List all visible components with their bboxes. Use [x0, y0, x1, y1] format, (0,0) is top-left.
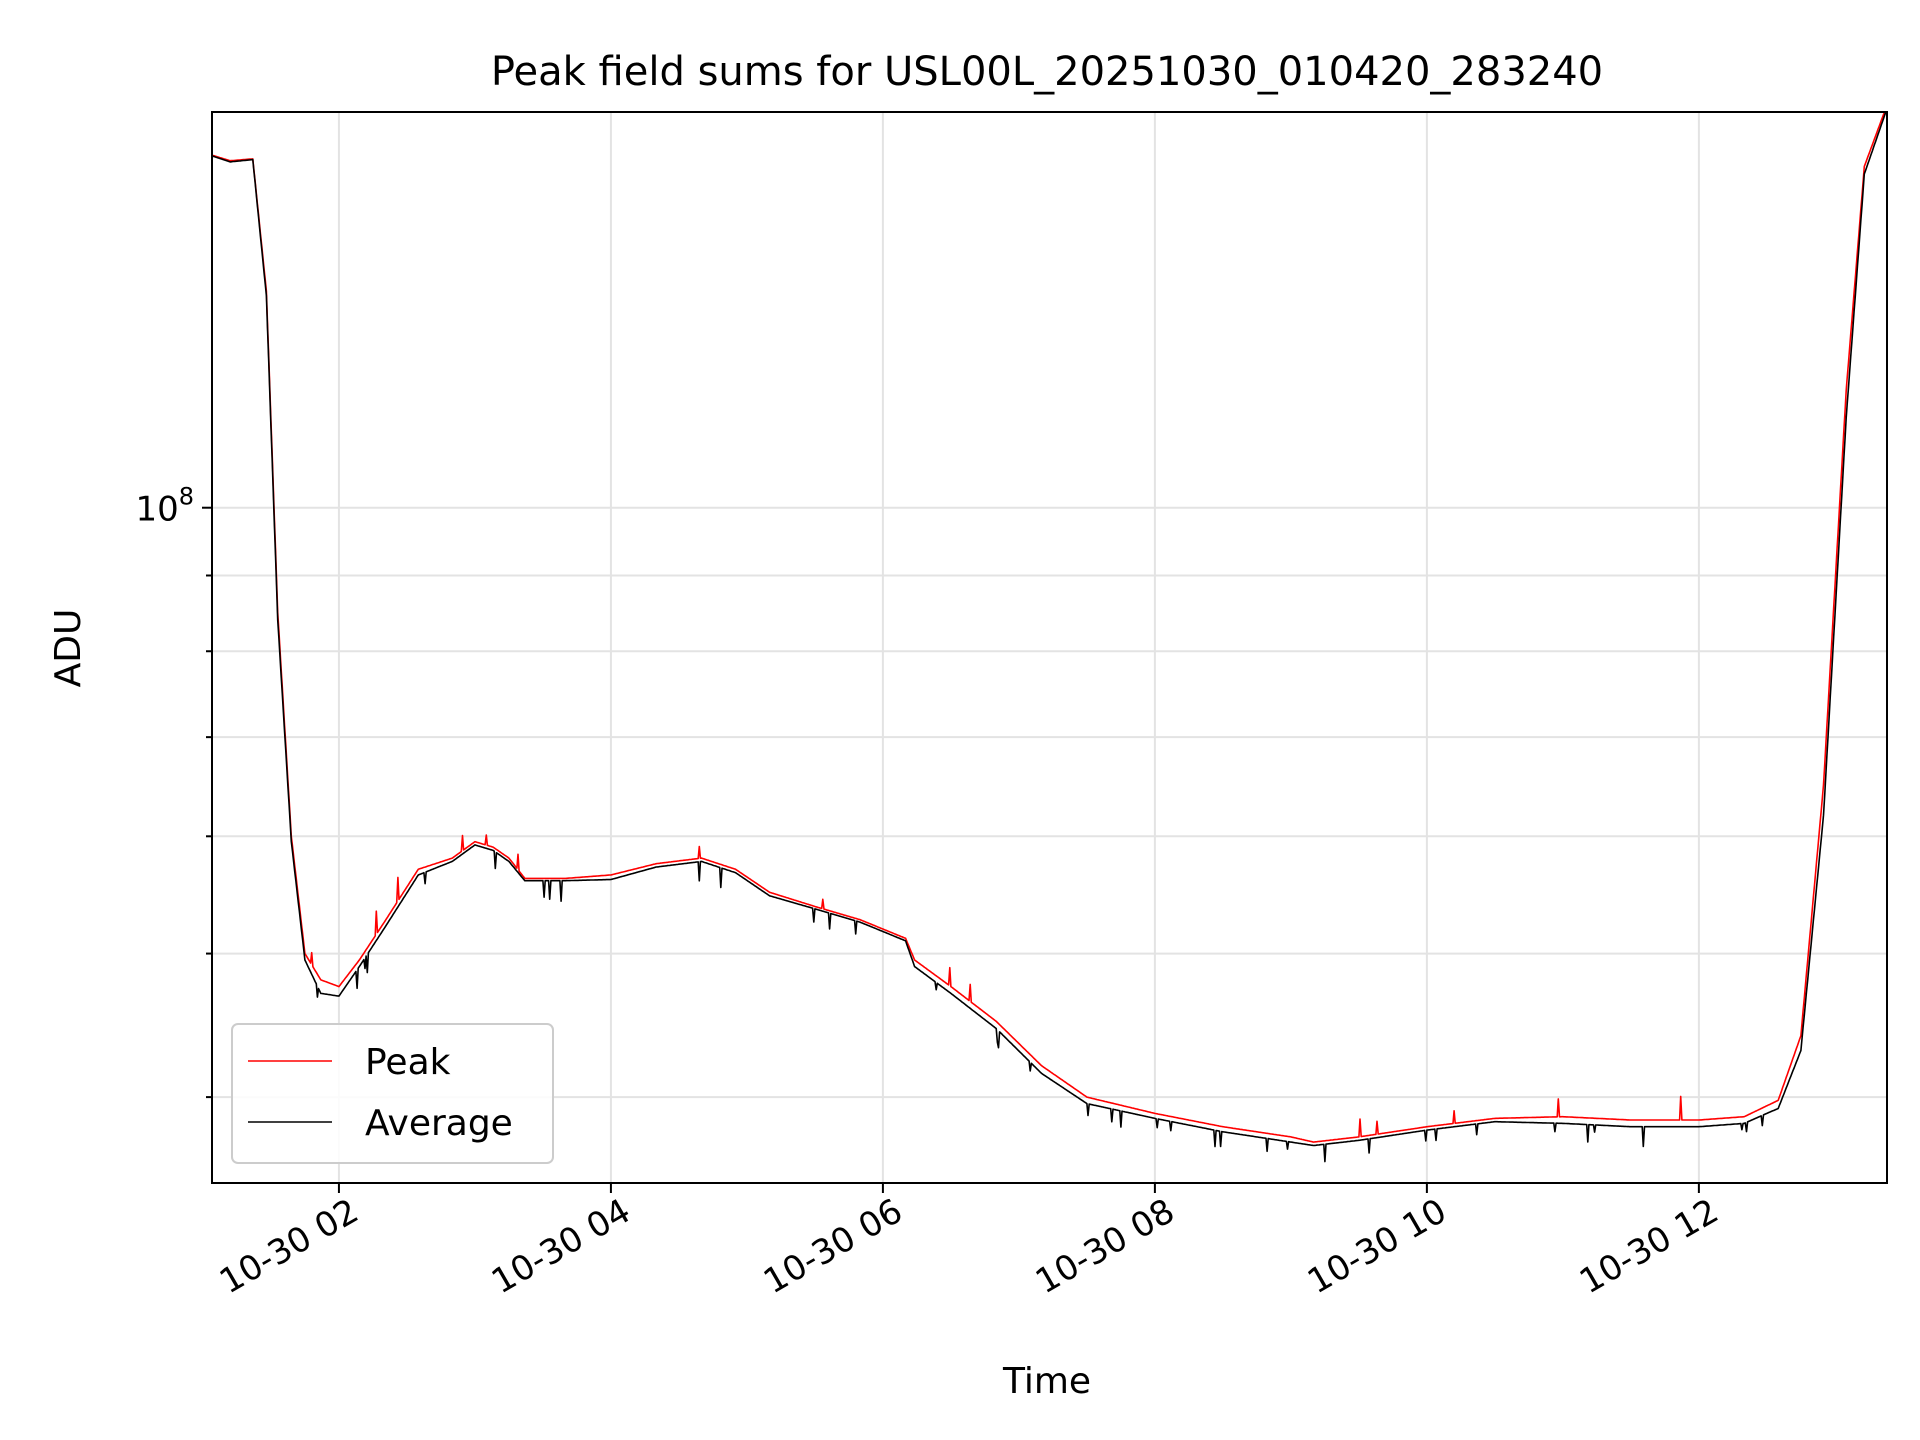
y-tick-label: 108 [135, 483, 194, 530]
series-lines [211, 111, 1887, 1163]
plot-frame [211, 111, 1888, 1184]
y-axis-label: ADU [48, 609, 89, 688]
series-line-average [211, 111, 1887, 1163]
chart-title: Peak field sums for USL00L_20251030_0104… [491, 49, 1603, 95]
legend-label-peak: Peak [365, 1042, 451, 1083]
legend-box [231, 1023, 554, 1164]
series-line-peak [211, 111, 1887, 1143]
legend-label-average: Average [365, 1103, 513, 1144]
legend: Peak Average [231, 1023, 554, 1164]
grid [212, 112, 1887, 1183]
x-axis-label: Time [1002, 1361, 1091, 1402]
